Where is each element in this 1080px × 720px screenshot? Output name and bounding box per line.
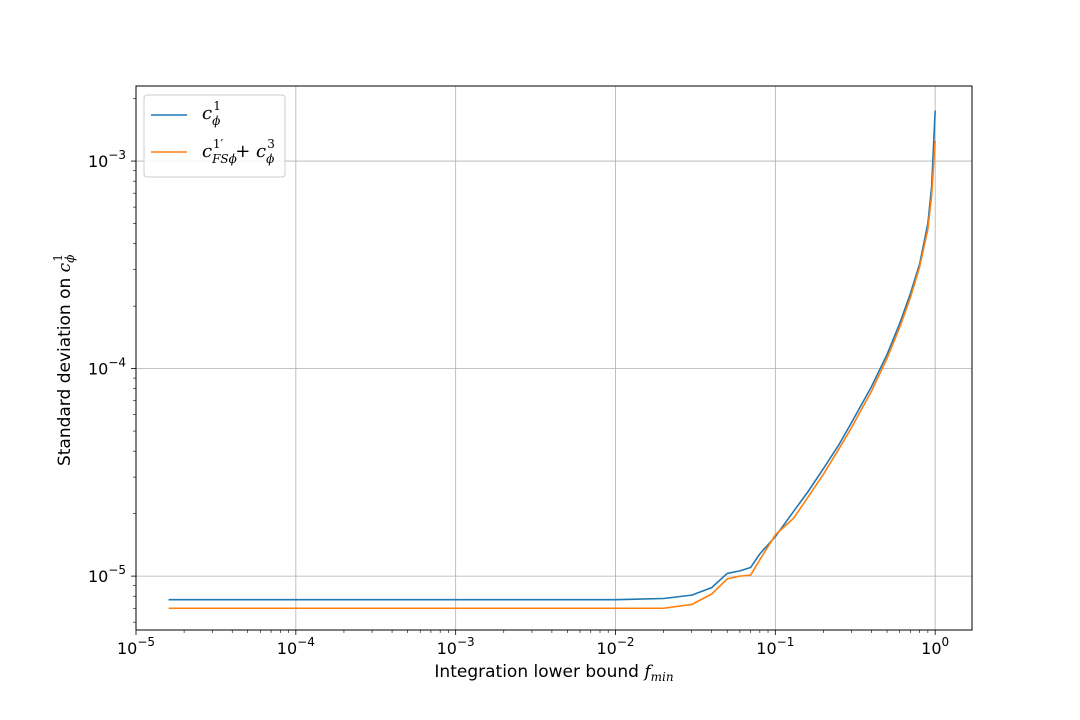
y-tick-label: 10−5 [88, 563, 126, 586]
legend-label-c-fs-phi-plus-c-phi-3: cFSϕ1′ + cϕ3 [202, 137, 275, 166]
x-tick-label: 100 [921, 635, 949, 658]
series-line-c-fs-phi-plus-c-phi-3 [168, 140, 936, 610]
series-layer [168, 110, 936, 610]
x-tick-label: 10−1 [756, 635, 794, 658]
x-axis-ticks: 10−5 10−4 10−3 10−2 10−1 100 [117, 630, 949, 658]
series-line-c-phi-1 [168, 110, 936, 601]
x-tick-label: 10−5 [117, 635, 155, 658]
y-tick-label: 10−3 [88, 148, 126, 171]
legend: cϕ1 cFSϕ1′ + cϕ3 [143, 94, 286, 178]
plot-frame [135, 85, 973, 631]
x-tick-label: 10−4 [277, 635, 315, 658]
y-axis-ticks: 10−5 10−4 10−3 [88, 98, 136, 623]
y-axis-label: Standard deviation on cϕ1 [51, 254, 77, 466]
x-tick-label: 10−2 [596, 635, 634, 658]
legend-label-c-phi-1: cϕ1 [202, 99, 221, 128]
y-tick-label: 10−4 [88, 356, 126, 379]
x-axis-label: Integration lower bound fmin [434, 662, 673, 684]
x-tick-label: 10−3 [437, 635, 475, 658]
